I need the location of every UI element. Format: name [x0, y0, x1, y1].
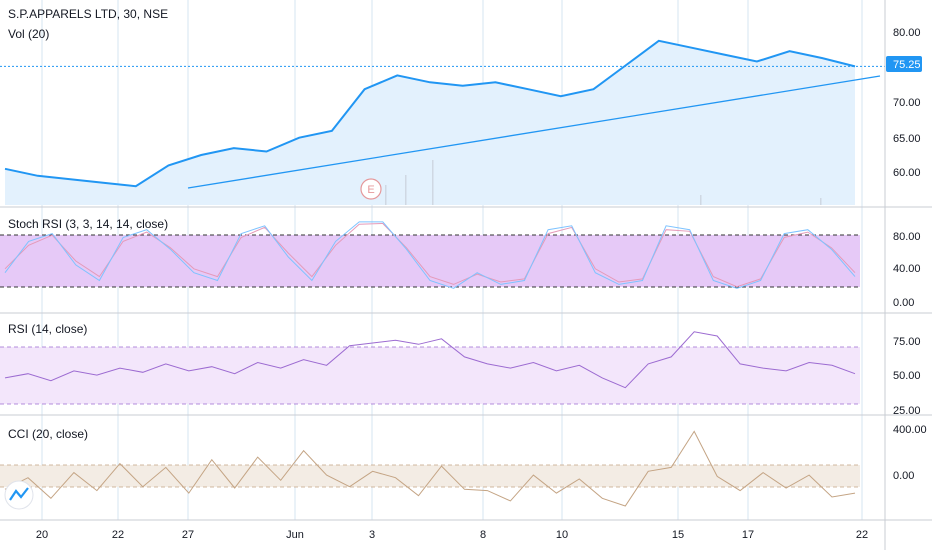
volume-label: Vol (20) — [8, 27, 49, 41]
tradingview-logo-icon[interactable] — [4, 480, 34, 510]
y-tick-label: 60.00 — [893, 167, 921, 179]
last-price-tag: 75.25 — [886, 56, 922, 72]
chart-title: S.P.APPARELS LTD, 30, NSE — [8, 7, 168, 21]
y-tick-label: 25.00 — [893, 405, 921, 417]
y-tick-label: 50.00 — [893, 370, 921, 382]
stoch-k-line — [4, 221, 856, 289]
trendline[interactable] — [187, 75, 881, 189]
y-tick-label: 75.00 — [893, 336, 921, 348]
price-area-fill — [5, 40, 855, 205]
price-line — [4, 39, 856, 188]
y-tick-label: 80.00 — [893, 231, 921, 243]
cci-pane[interactable]: CCI (20, close) — [0, 427, 860, 510]
stoch-rsi-pane[interactable]: Stoch RSI (3, 3, 14, 14, close) — [0, 217, 860, 289]
cci-line — [4, 430, 856, 507]
x-tick-label: Jun — [286, 529, 304, 541]
price-axis[interactable]: 80.00 70.00 65.00 60.00 80.00 40.00 0.00 75.00 5… — [893, 27, 927, 482]
y-tick-label: 70.00 — [893, 97, 921, 109]
y-tick-label: 0.00 — [893, 470, 914, 482]
earnings-letter: E — [367, 184, 374, 196]
y-tick-label: 0.00 — [893, 297, 914, 309]
stoch-rsi-title: Stoch RSI (3, 3, 14, 14, close) — [8, 217, 168, 231]
x-tick-label: 10 — [556, 529, 568, 541]
last-price-value: 75.25 — [893, 59, 921, 71]
rsi-title: RSI (14, close) — [8, 322, 87, 336]
earnings-circle — [360, 178, 382, 200]
time-axis[interactable]: 20 22 27 Jun 3 8 10 15 17 22 — [36, 529, 868, 541]
volume-bar — [385, 185, 387, 205]
x-tick-label: 8 — [480, 529, 486, 541]
rsi-band — [0, 347, 860, 404]
stoch-band — [0, 235, 860, 287]
rsi-pane[interactable]: RSI (14, close) — [0, 322, 860, 405]
x-tick-label: 22 — [112, 529, 124, 541]
cci-title: CCI (20, close) — [8, 427, 88, 441]
x-tick-label: 20 — [36, 529, 48, 541]
x-tick-label: 15 — [672, 529, 684, 541]
volume-bar — [405, 175, 407, 205]
volume-bar — [432, 160, 434, 205]
x-tick-label: 17 — [742, 529, 754, 541]
x-tick-label: 27 — [182, 529, 194, 541]
rsi-line — [4, 331, 856, 389]
volume-bar — [700, 195, 702, 205]
price-pane[interactable]: S.P.APPARELS LTD, 30, NSE Vol (20) E — [0, 7, 885, 205]
y-tick-label: 65.00 — [893, 133, 921, 145]
cci-band — [0, 465, 860, 487]
y-tick-label: 80.00 — [893, 27, 921, 39]
volume-bar — [820, 198, 822, 205]
y-tick-label: 40.00 — [893, 263, 921, 275]
y-tick-label: 400.00 — [893, 424, 927, 436]
earnings-badge[interactable]: E — [360, 178, 382, 200]
stoch-d-line — [4, 222, 856, 288]
volume-bars — [385, 160, 822, 205]
x-tick-label: 22 — [856, 529, 868, 541]
x-tick-label: 3 — [369, 529, 375, 541]
